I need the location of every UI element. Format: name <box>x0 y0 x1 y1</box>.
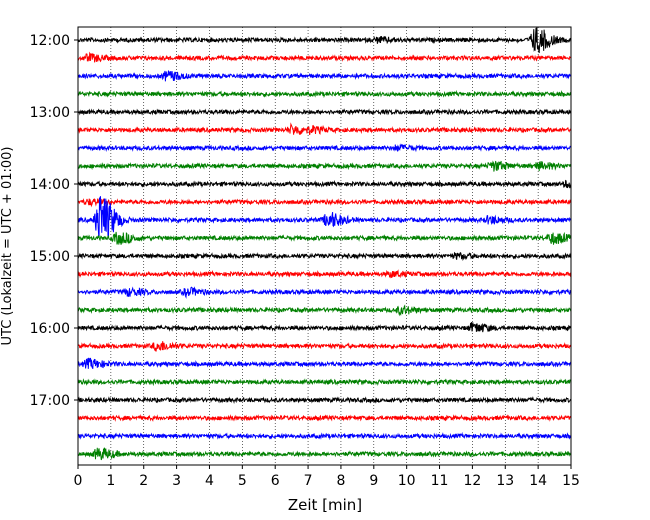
x-tick-label: 2 <box>139 473 148 489</box>
x-tick-label: 14 <box>529 473 547 489</box>
x-tick-label: 13 <box>496 473 514 489</box>
seismic-trace <box>77 396 572 404</box>
x-axis-title: Zeit [min] <box>288 496 362 514</box>
seismic-trace <box>77 231 572 245</box>
y-tick-label: 13:00 <box>30 105 70 121</box>
seismic-trace <box>77 196 572 239</box>
seismic-trace <box>77 378 572 387</box>
seismic-trace <box>77 179 572 189</box>
plot-background <box>78 27 571 465</box>
seismic-trace <box>77 26 572 54</box>
seismic-trace <box>77 70 572 82</box>
seismic-trace <box>77 122 572 135</box>
x-tick-label: 10 <box>398 473 416 489</box>
y-axis-ticks: 12:00 13:00 14:00 15:00 16:00 17:00 <box>30 33 78 409</box>
y-tick-label: 16:00 <box>30 321 70 337</box>
y-tick-label: 14:00 <box>30 177 70 193</box>
y-axis-title: UTC (Lokalzeit = UTC + 01:00) <box>0 147 15 346</box>
seismic-trace <box>77 269 572 279</box>
plot-frame <box>77 26 572 466</box>
seismic-trace <box>77 251 572 261</box>
seismic-trace <box>77 286 572 299</box>
seismic-trace <box>77 357 572 370</box>
seismic-trace <box>77 341 572 352</box>
x-tick-label: 6 <box>271 473 280 489</box>
seismic-trace <box>77 198 572 208</box>
x-tick-label: 1 <box>106 473 115 489</box>
x-axis-ticks: 0 1 2 3 4 5 6 7 8 9 10 11 12 13 14 15 <box>74 465 580 489</box>
x-tick-label: 3 <box>172 473 181 489</box>
seismic-trace <box>77 304 572 317</box>
x-tick-label: 4 <box>205 473 214 489</box>
seismic-trace <box>77 431 572 441</box>
seismic-trace <box>77 447 572 461</box>
x-tick-label: 12 <box>463 473 481 489</box>
seismic-traces <box>77 26 572 461</box>
seismic-trace <box>77 89 572 99</box>
y-tick-label: 12:00 <box>30 33 70 49</box>
seismic-trace <box>77 108 572 116</box>
x-tick-label: 0 <box>74 473 83 489</box>
x-tick-label: 5 <box>238 473 247 489</box>
y-tick-label: 17:00 <box>30 393 70 409</box>
x-tick-label: 11 <box>431 473 449 489</box>
x-tick-label: 8 <box>336 473 345 489</box>
x-tick-label: 15 <box>562 473 580 489</box>
minute-grid <box>110 27 539 465</box>
seismic-trace <box>77 143 572 153</box>
y-tick-label: 15:00 <box>30 249 70 265</box>
seismic-trace <box>77 413 572 423</box>
x-tick-label: 7 <box>304 473 313 489</box>
x-tick-label: 9 <box>369 473 378 489</box>
seismic-trace <box>77 160 572 172</box>
seismic-trace <box>77 322 572 333</box>
seismic-trace <box>77 51 571 63</box>
